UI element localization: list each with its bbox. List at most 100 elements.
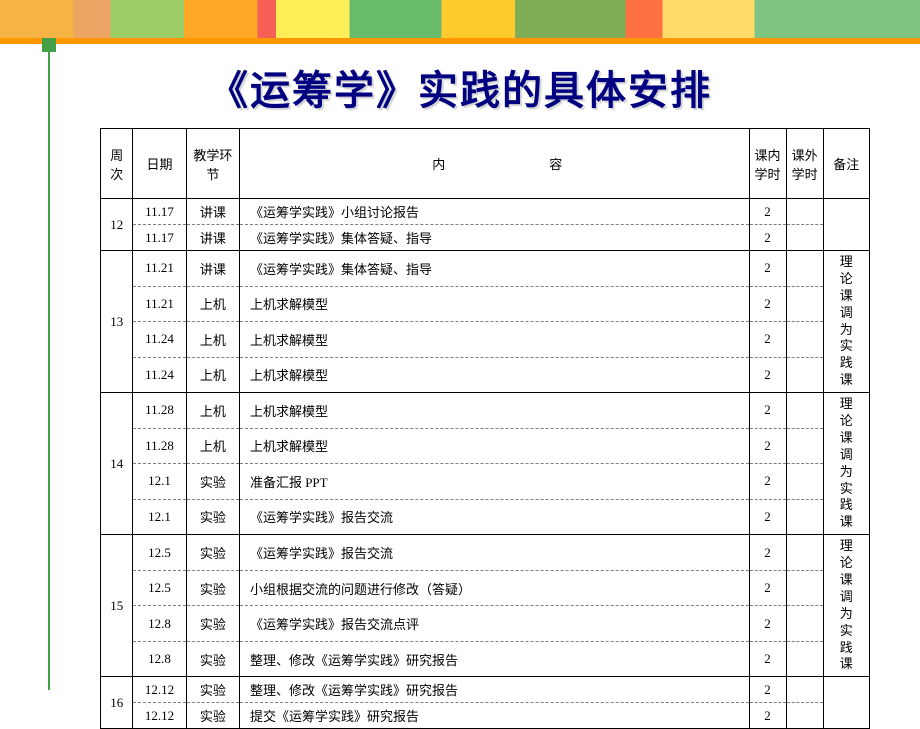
- header-content: 内 容: [239, 129, 749, 199]
- accent-bar: [0, 38, 920, 44]
- schedule-table-wrap: 周次 日期 教学环节 内 容 课内学时 课外学时 备注 1211.17讲课《运筹…: [100, 128, 870, 729]
- cell-note: 理论课调为实践课: [823, 535, 869, 677]
- header-type: 教学环节: [186, 129, 239, 199]
- cell-date: 12.8: [133, 606, 186, 642]
- table-row: 12.8实验《运筹学实践》报告交流点评2: [101, 606, 870, 642]
- cell-type: 上机: [186, 428, 239, 464]
- cell-content: 上机求解模型: [239, 393, 749, 429]
- cell-week: 13: [101, 251, 133, 393]
- cell-date: 12.5: [133, 535, 186, 571]
- table-row: 11.24上机上机求解模型2: [101, 322, 870, 358]
- cell-type: 上机: [186, 322, 239, 358]
- side-line: [48, 44, 50, 690]
- table-row: 11.17讲课《运筹学实践》集体答疑、指导2: [101, 225, 870, 251]
- cell-outclass: [786, 535, 823, 571]
- cell-type: 讲课: [186, 251, 239, 287]
- cell-note: 理论课调为实践课: [823, 393, 869, 535]
- cell-outclass: [786, 286, 823, 322]
- cell-date: 11.28: [133, 393, 186, 429]
- cell-inclass: 2: [749, 703, 786, 729]
- cell-week: 12: [101, 199, 133, 251]
- header-row: 周次 日期 教学环节 内 容 课内学时 课外学时 备注: [101, 129, 870, 199]
- cell-note: [823, 199, 869, 251]
- cell-inclass: 2: [749, 606, 786, 642]
- cell-inclass: 2: [749, 357, 786, 393]
- header-outclass: 课外学时: [786, 129, 823, 199]
- cell-note: [823, 677, 869, 729]
- table-row: 11.24上机上机求解模型2: [101, 357, 870, 393]
- table-row: 11.28上机上机求解模型2: [101, 428, 870, 464]
- cell-inclass: 2: [749, 199, 786, 225]
- cell-type: 实验: [186, 464, 239, 500]
- cell-inclass: 2: [749, 641, 786, 677]
- cell-content: 《运筹学实践》报告交流: [239, 499, 749, 535]
- cell-type: 实验: [186, 499, 239, 535]
- cell-date: 11.17: [133, 225, 186, 251]
- cell-content: 《运筹学实践》集体答疑、指导: [239, 225, 749, 251]
- decorative-banner: [0, 0, 920, 38]
- cell-inclass: 2: [749, 464, 786, 500]
- cell-date: 11.24: [133, 322, 186, 358]
- cell-outclass: [786, 464, 823, 500]
- cell-inclass: 2: [749, 570, 786, 606]
- cell-content: 《运筹学实践》报告交流点评: [239, 606, 749, 642]
- cell-content: 《运筹学实践》报告交流: [239, 535, 749, 571]
- cell-content: 上机求解模型: [239, 428, 749, 464]
- cell-inclass: 2: [749, 251, 786, 287]
- cell-inclass: 2: [749, 286, 786, 322]
- table-row: 1512.5实验《运筹学实践》报告交流2理论课调为实践课: [101, 535, 870, 571]
- table-row: 12.12实验提交《运筹学实践》研究报告2: [101, 703, 870, 729]
- cell-week: 15: [101, 535, 133, 677]
- cell-inclass: 2: [749, 428, 786, 464]
- cell-date: 12.8: [133, 641, 186, 677]
- cell-content: 提交《运筹学实践》研究报告: [239, 703, 749, 729]
- table-row: 1411.28上机上机求解模型2理论课调为实践课: [101, 393, 870, 429]
- cell-outclass: [786, 428, 823, 464]
- cell-content: 上机求解模型: [239, 322, 749, 358]
- cell-date: 11.24: [133, 357, 186, 393]
- cell-content: 上机求解模型: [239, 357, 749, 393]
- header-date: 日期: [133, 129, 186, 199]
- cell-outclass: [786, 357, 823, 393]
- cell-type: 上机: [186, 286, 239, 322]
- cell-outclass: [786, 322, 823, 358]
- cell-week: 14: [101, 393, 133, 535]
- cell-outclass: [786, 499, 823, 535]
- cell-content: 准备汇报 PPT: [239, 464, 749, 500]
- cell-outclass: [786, 251, 823, 287]
- cell-content: 《运筹学实践》小组讨论报告: [239, 199, 749, 225]
- cell-outclass: [786, 570, 823, 606]
- schedule-table: 周次 日期 教学环节 内 容 课内学时 课外学时 备注 1211.17讲课《运筹…: [100, 128, 870, 729]
- cell-date: 11.17: [133, 199, 186, 225]
- cell-outclass: [786, 703, 823, 729]
- cell-inclass: 2: [749, 535, 786, 571]
- cell-type: 上机: [186, 357, 239, 393]
- header-week: 周次: [101, 129, 133, 199]
- cell-date: 11.21: [133, 286, 186, 322]
- cell-date: 11.21: [133, 251, 186, 287]
- cell-date: 12.5: [133, 570, 186, 606]
- cell-date: 12.12: [133, 703, 186, 729]
- cell-inclass: 2: [749, 499, 786, 535]
- cell-type: 实验: [186, 535, 239, 571]
- cell-date: 11.28: [133, 428, 186, 464]
- table-row: 1311.21讲课《运筹学实践》集体答疑、指导2理论课调为实践课: [101, 251, 870, 287]
- cell-content: 整理、修改《运筹学实践》研究报告: [239, 641, 749, 677]
- cell-inclass: 2: [749, 322, 786, 358]
- table-row: 12.5实验小组根据交流的问题进行修改（答疑）2: [101, 570, 870, 606]
- table-row: 11.21上机上机求解模型2: [101, 286, 870, 322]
- cell-outclass: [786, 606, 823, 642]
- table-row: 12.1实验《运筹学实践》报告交流2: [101, 499, 870, 535]
- cell-type: 实验: [186, 641, 239, 677]
- cell-type: 讲课: [186, 199, 239, 225]
- cell-date: 12.1: [133, 499, 186, 535]
- table-row: 12.1实验准备汇报 PPT2: [101, 464, 870, 500]
- cell-type: 讲课: [186, 225, 239, 251]
- cell-type: 实验: [186, 606, 239, 642]
- cell-inclass: 2: [749, 393, 786, 429]
- cell-inclass: 2: [749, 225, 786, 251]
- table-row: 1211.17讲课《运筹学实践》小组讨论报告2: [101, 199, 870, 225]
- cell-week: 16: [101, 677, 133, 729]
- header-inclass: 课内学时: [749, 129, 786, 199]
- cell-type: 上机: [186, 393, 239, 429]
